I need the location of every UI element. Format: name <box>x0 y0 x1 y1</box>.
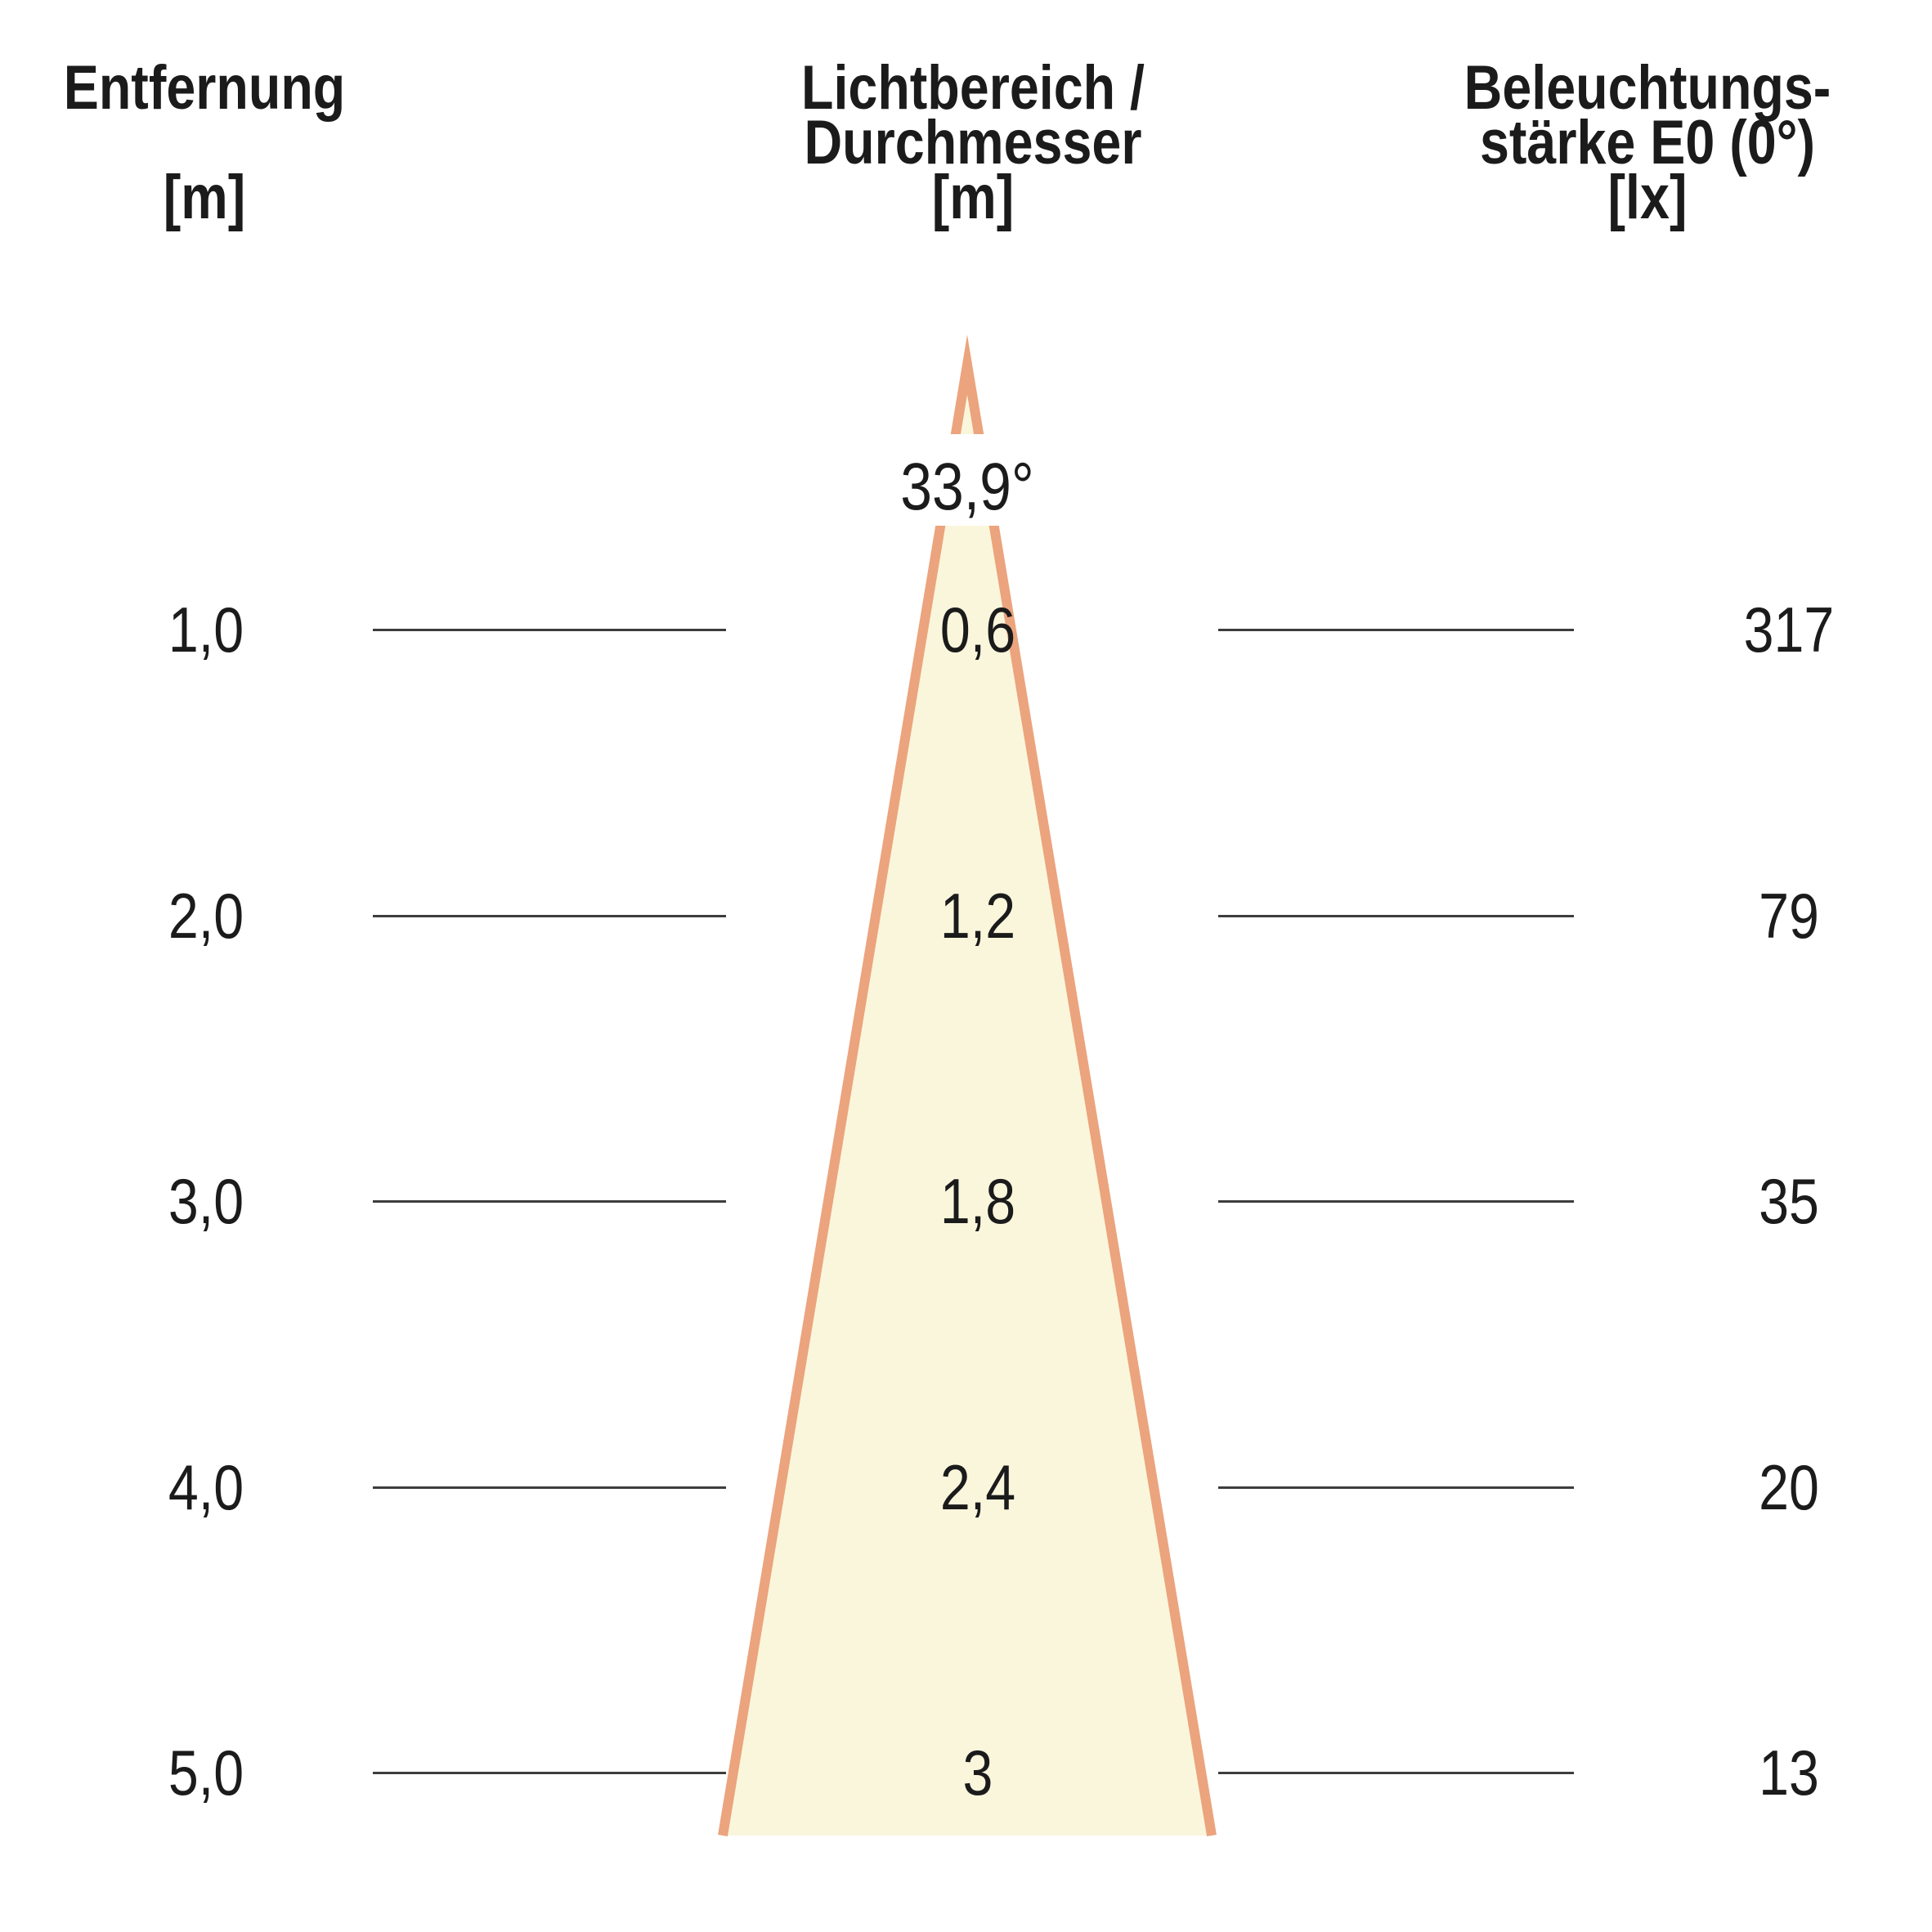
left-guide-line <box>373 1772 726 1774</box>
illuminance-value: 79 <box>1759 880 1819 952</box>
diameter-value: 1,8 <box>939 1165 1016 1237</box>
left-guide-line <box>373 1200 726 1203</box>
distance-value: 4,0 <box>168 1451 244 1523</box>
table-row: 3,0 1,8 35 <box>0 1152 1932 1250</box>
distance-value: 1,0 <box>168 594 244 666</box>
diameter-value: 0,6 <box>939 594 1016 666</box>
left-guide-line <box>373 629 726 631</box>
left-guide-line <box>373 1486 726 1489</box>
beam-column-title-line2: Durchmesser <box>804 108 1142 177</box>
column-header-illuminance: Beleuchtungs- stärke E0 (0°) [lx] <box>1390 53 1905 232</box>
column-header-distance: Entfernung [m] <box>16 53 392 232</box>
diameter-value: 1,2 <box>939 880 1016 952</box>
beam-angle-label: 33,9° <box>900 450 1034 524</box>
right-guide-line <box>1218 915 1574 917</box>
right-guide-line <box>1218 1200 1574 1203</box>
right-guide-line <box>1218 1772 1574 1774</box>
right-guide-line <box>1218 629 1574 631</box>
beam-column-title-line1: Lichtbereich / <box>800 53 1145 123</box>
illuminance-column-title-line2: stärke E0 (0°) <box>1479 108 1816 177</box>
distance-column-unit: [m] <box>163 163 246 232</box>
left-guide-line <box>373 915 726 917</box>
distance-value: 2,0 <box>168 880 244 952</box>
distance-column-spacer <box>16 115 392 170</box>
illuminance-value: 35 <box>1759 1165 1819 1237</box>
cone-border-lines <box>718 334 1217 1836</box>
distance-column-title: Entfernung <box>63 53 346 123</box>
illuminance-value: 13 <box>1759 1737 1819 1809</box>
distance-value: 3,0 <box>168 1165 244 1237</box>
diameter-value: 2,4 <box>939 1451 1016 1523</box>
table-row: 1,0 0,6 317 <box>0 580 1932 679</box>
table-row: 2,0 1,2 79 <box>0 867 1932 965</box>
diameter-value: 3 <box>962 1737 993 1809</box>
right-guide-line <box>1218 1486 1574 1489</box>
angle-label-background <box>820 434 1114 526</box>
table-row: 4,0 2,4 20 <box>0 1438 1932 1536</box>
illuminance-column-title-line1: Beleuchtungs- <box>1464 53 1831 123</box>
column-header-beam-diameter: Lichtbereich / Durchmesser [m] <box>728 53 1218 232</box>
distance-value: 5,0 <box>168 1737 244 1809</box>
illuminance-column-unit: [lx] <box>1607 163 1688 232</box>
cone-fill-shape <box>723 365 1212 1836</box>
illuminance-value: 20 <box>1759 1451 1819 1523</box>
table-row: 5,0 3 13 <box>0 1724 1932 1822</box>
beam-column-unit: [m] <box>931 163 1015 232</box>
illuminance-value: 317 <box>1743 594 1835 666</box>
